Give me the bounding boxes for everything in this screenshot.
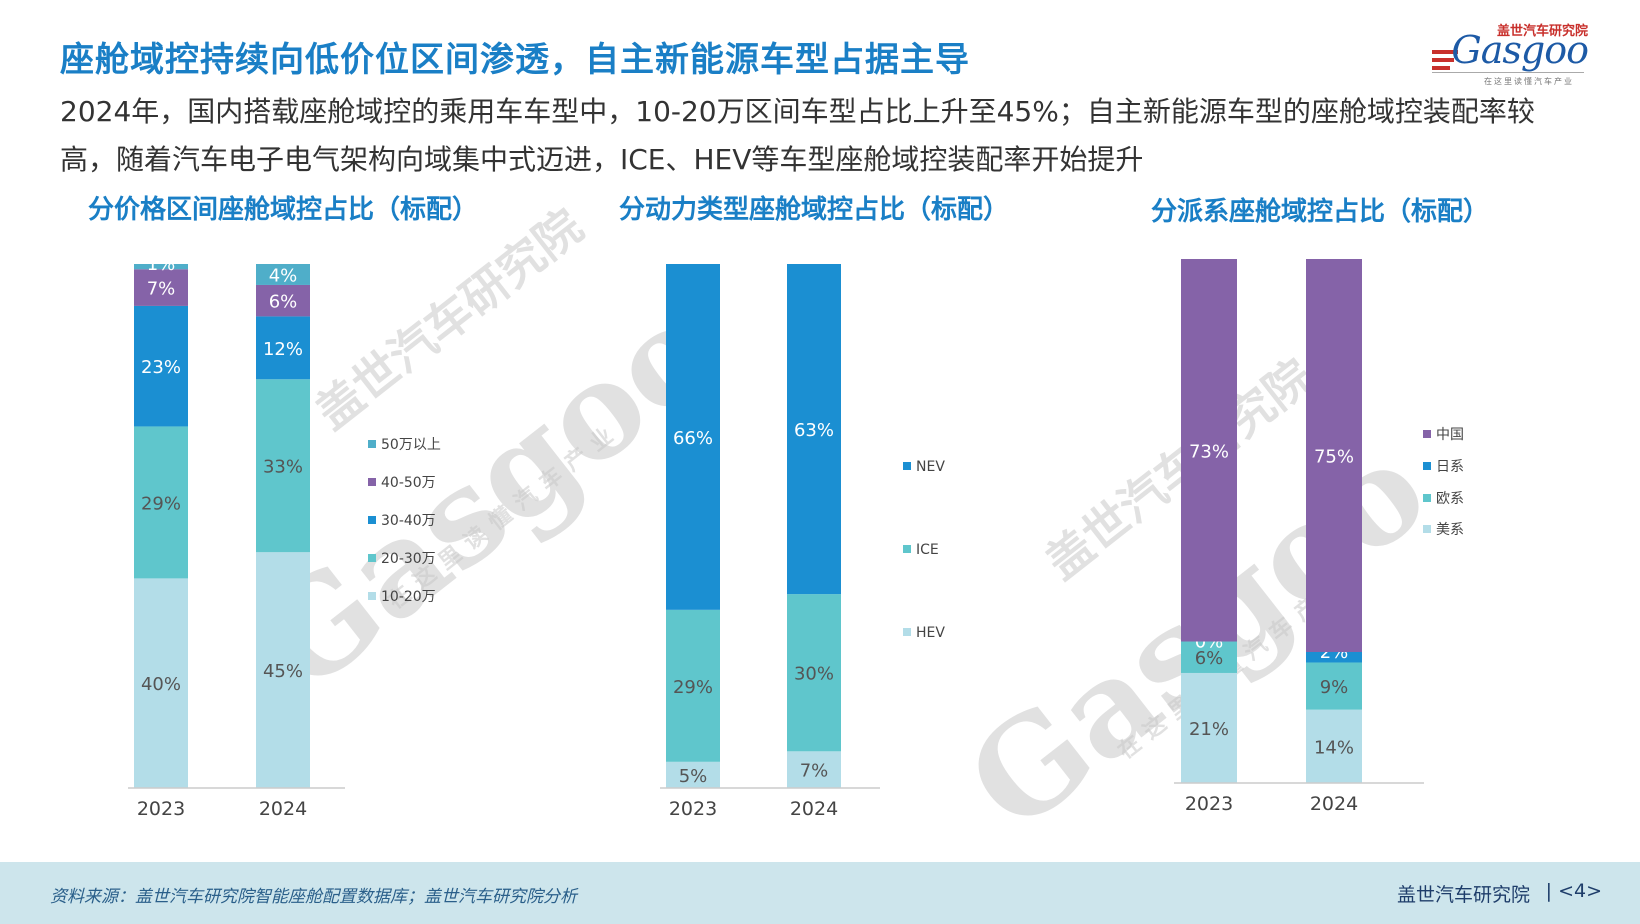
charts-canvas: 分价格区间座舱域控占比（标配） 40% 29% 23% 7% 1% 2023 45% 33% 12… (88, 194, 1489, 820)
footer-page-number: | <4> (1545, 880, 1602, 902)
chart3-legend-label-日系: 日系 (1436, 459, 1464, 475)
chart1-label-2023-10-20万: 40% (141, 674, 181, 695)
footer-source: 资料来源：盖世汽车研究院智能座舱配置数据库；盖世汽车研究院分析 (50, 887, 577, 907)
chart1-category-2024: 2024 (259, 798, 307, 820)
chart3-label-2024-美系: 14% (1314, 737, 1354, 758)
footer-brand: 盖世汽车研究院 (1396, 884, 1530, 906)
chart1-legend-label-10-20万: 10-20万 (381, 589, 436, 605)
chart3-legend-swatch-美系 (1423, 525, 1431, 533)
chart1-label-2024-10-20万: 45% (263, 661, 303, 682)
chart2-legend-swatch-ICE (903, 545, 911, 553)
chart2-legend-label-HEV: HEV (916, 625, 945, 641)
chart3-legend-label-美系: 美系 (1436, 522, 1464, 538)
chart1-legend-label-20-30万: 20-30万 (381, 551, 436, 567)
chart2-bar-2024-NEV (787, 264, 841, 595)
chart3-bar-2024-欧系 (1306, 662, 1362, 710)
chart1-bar-2023-40-50万 (134, 269, 188, 306)
chart2-bar-2023-NEV (666, 264, 720, 610)
chart1-bar-2024-10-20万 (256, 552, 310, 788)
chart1-legend-label-40-50万: 40-50万 (381, 475, 436, 491)
chart1-legend-swatch-30-40万 (368, 516, 376, 524)
chart1-bar-2023-20-30万 (134, 426, 188, 579)
chart3-label-2023-美系: 21% (1189, 719, 1229, 740)
chart3-title: 分派系座舱域控占比（标配） (1151, 196, 1489, 227)
footer-bar: 资料来源：盖世汽车研究院智能座舱配置数据库；盖世汽车研究院分析 盖世汽车研究院 … (0, 862, 1640, 924)
chart2-bar-2024-HEV (787, 751, 841, 788)
chart3-bar-2023-欧系 (1181, 641, 1237, 673)
chart3-bar-2024-中国 (1306, 259, 1362, 652)
chart2-label-2024-ICE: 30% (794, 664, 834, 685)
logo-stripes (1432, 50, 1458, 74)
chart3-bar-2023-美系 (1181, 672, 1237, 783)
chart3-bar-2023-中国 (1181, 259, 1237, 642)
chart2-bar-2024-ICE (787, 594, 841, 752)
chart1-label-2023-40-50万: 7% (147, 279, 176, 300)
chart1-legend-label-50万以上: 50万以上 (381, 437, 441, 453)
chart3-category-2023: 2023 (1185, 793, 1233, 815)
logo-wordmark: Gasgoo (1451, 28, 1589, 72)
chart3-label-2024-中国: 75% (1314, 447, 1354, 468)
chart1-category-2023: 2023 (137, 798, 185, 820)
chart1-label-2023-20-30万: 29% (141, 493, 181, 514)
chart2-label-2023-HEV: 5% (679, 766, 708, 787)
chart2-bar-2023-ICE (666, 609, 720, 762)
chart2-legend-label-ICE: ICE (916, 542, 939, 558)
logo-rule (1432, 72, 1584, 73)
chart2-legend-swatch-NEV (903, 462, 911, 470)
chart1-legend-swatch-10-20万 (368, 592, 376, 600)
chart1-label-2024-50万以上: 4% (269, 265, 298, 286)
chart2-legend-label-NEV: NEV (916, 459, 945, 475)
chart2-bar-2023-HEV (666, 761, 720, 788)
chart3-bar-2024-美系 (1306, 709, 1362, 783)
chart1-legend-swatch-40-50万 (368, 478, 376, 486)
chart2-title: 分动力类型座舱域控占比（标配） (619, 194, 1009, 225)
slide-subtitle: 2024年，国内搭载座舱域控的乘用车车型中，10-20万区间车型占比上升至45%… (60, 95, 1535, 176)
chart1-label-2023-30-40万: 23% (141, 357, 181, 378)
chart1-bar-2023-50万以上 (134, 264, 188, 270)
chart2-category-2023: 2023 (669, 798, 717, 820)
chart3-label-2023-中国: 73% (1189, 441, 1229, 462)
chart3-legend-swatch-欧系 (1423, 494, 1431, 502)
chart1-title: 分价格区间座舱域控占比（标配） (88, 194, 478, 225)
chart3-category-2024: 2024 (1310, 793, 1358, 815)
chart2-label-2024-NEV: 63% (794, 420, 834, 441)
chart2-legend-swatch-HEV (903, 628, 911, 636)
chart1-bar-2023-10-20万 (134, 578, 188, 788)
chart1-bar-2024-30-40万 (256, 316, 310, 380)
chart1-label-2023-50万以上: 1% (147, 254, 176, 275)
chart1-bar-2023-30-40万 (134, 305, 188, 427)
chart1-label-2024-20-30万: 33% (263, 457, 303, 478)
chart2-label-2023-ICE: 29% (673, 677, 713, 698)
chart1-label-2024-40-50万: 6% (269, 292, 298, 313)
chart3-legend-label-欧系: 欧系 (1436, 491, 1464, 507)
chart1-legend-swatch-20-30万 (368, 554, 376, 562)
chart1-bar-2024-40-50万 (256, 284, 310, 317)
chart3-bar-2024-日系 (1306, 652, 1362, 663)
chart1-legend-label-30-40万: 30-40万 (381, 513, 436, 529)
logo-chinese-name: 盖世汽车研究院 (1496, 24, 1588, 39)
slide-title: 座舱域控持续向低价位区间渗透，自主新能源车型占据主导 (60, 40, 970, 80)
chart1-bar-2024-50万以上 (256, 264, 310, 285)
chart2-label-2023-NEV: 66% (673, 428, 713, 449)
chart2-label-2024-HEV: 7% (800, 761, 829, 782)
chart1-bar-2024-20-30万 (256, 379, 310, 553)
chart3-label-2024-欧系: 9% (1320, 677, 1349, 698)
chart3-legend-label-中国: 中国 (1436, 427, 1464, 443)
logo-tagline: 在这里读懂汽车产业 (1484, 77, 1574, 86)
chart2-category-2024: 2024 (790, 798, 838, 820)
gasgoo-logo: 盖世汽车研究院 Gasgoo 在这里读懂汽车产业 (1428, 20, 1589, 86)
chart1-label-2024-30-40万: 12% (263, 339, 303, 360)
chart3-legend-swatch-日系 (1423, 462, 1431, 470)
chart1-legend-swatch-50万以上 (368, 440, 376, 448)
chart3-label-2023-欧系: 6% (1195, 648, 1224, 669)
chart3-legend-swatch-中国 (1423, 430, 1431, 438)
